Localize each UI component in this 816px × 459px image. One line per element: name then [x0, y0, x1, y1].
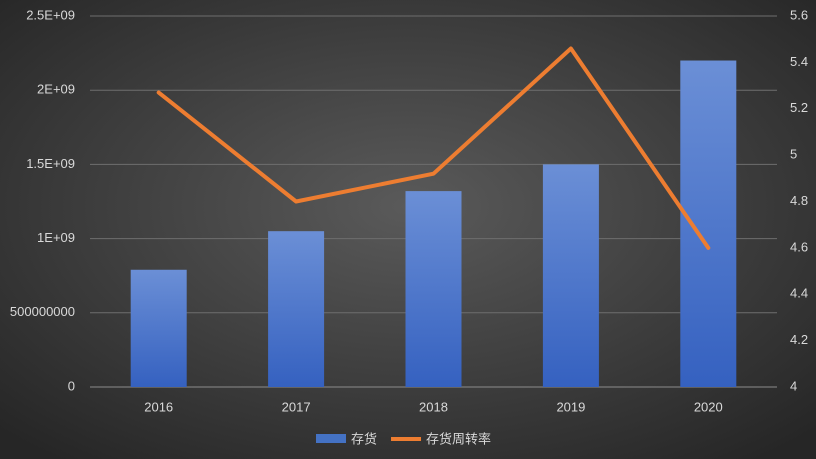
bar	[130, 269, 187, 387]
y2-tick-label: 4.2	[790, 332, 808, 347]
bar	[405, 191, 462, 387]
x-tick-label: 2017	[282, 399, 311, 414]
line	[156, 46, 711, 250]
y2-tick-label: 5.4	[790, 54, 808, 69]
y-tick-label: 1E+09	[37, 230, 75, 245]
y2-tick-label: 5	[790, 147, 797, 162]
x-tick-label: 2020	[694, 399, 723, 414]
y2-tick-label: 4.4	[790, 286, 808, 301]
bar	[268, 231, 325, 387]
x-tick-label: 2016	[144, 399, 173, 414]
y-tick-label: 1.5E+09	[26, 156, 75, 171]
legend-label: 存货	[351, 431, 377, 446]
y2-tick-label: 4.6	[790, 239, 808, 254]
bar	[542, 164, 599, 387]
x-tick-label: 2018	[419, 399, 448, 414]
legend-swatch	[316, 434, 346, 443]
y-tick-label: 2.5E+09	[26, 7, 75, 22]
y-tick-label: 2E+09	[37, 82, 75, 97]
legend-label: 存货周转率	[426, 431, 491, 446]
y-tick-label: 500000000	[10, 304, 75, 319]
y2-tick-label: 5.6	[790, 7, 808, 22]
y2-tick-label: 4	[790, 378, 797, 393]
y-tick-label: 0	[68, 378, 75, 393]
y2-tick-label: 4.8	[790, 193, 808, 208]
bar	[680, 60, 737, 388]
y2-tick-label: 5.2	[790, 100, 808, 115]
x-tick-label: 2019	[556, 399, 585, 414]
